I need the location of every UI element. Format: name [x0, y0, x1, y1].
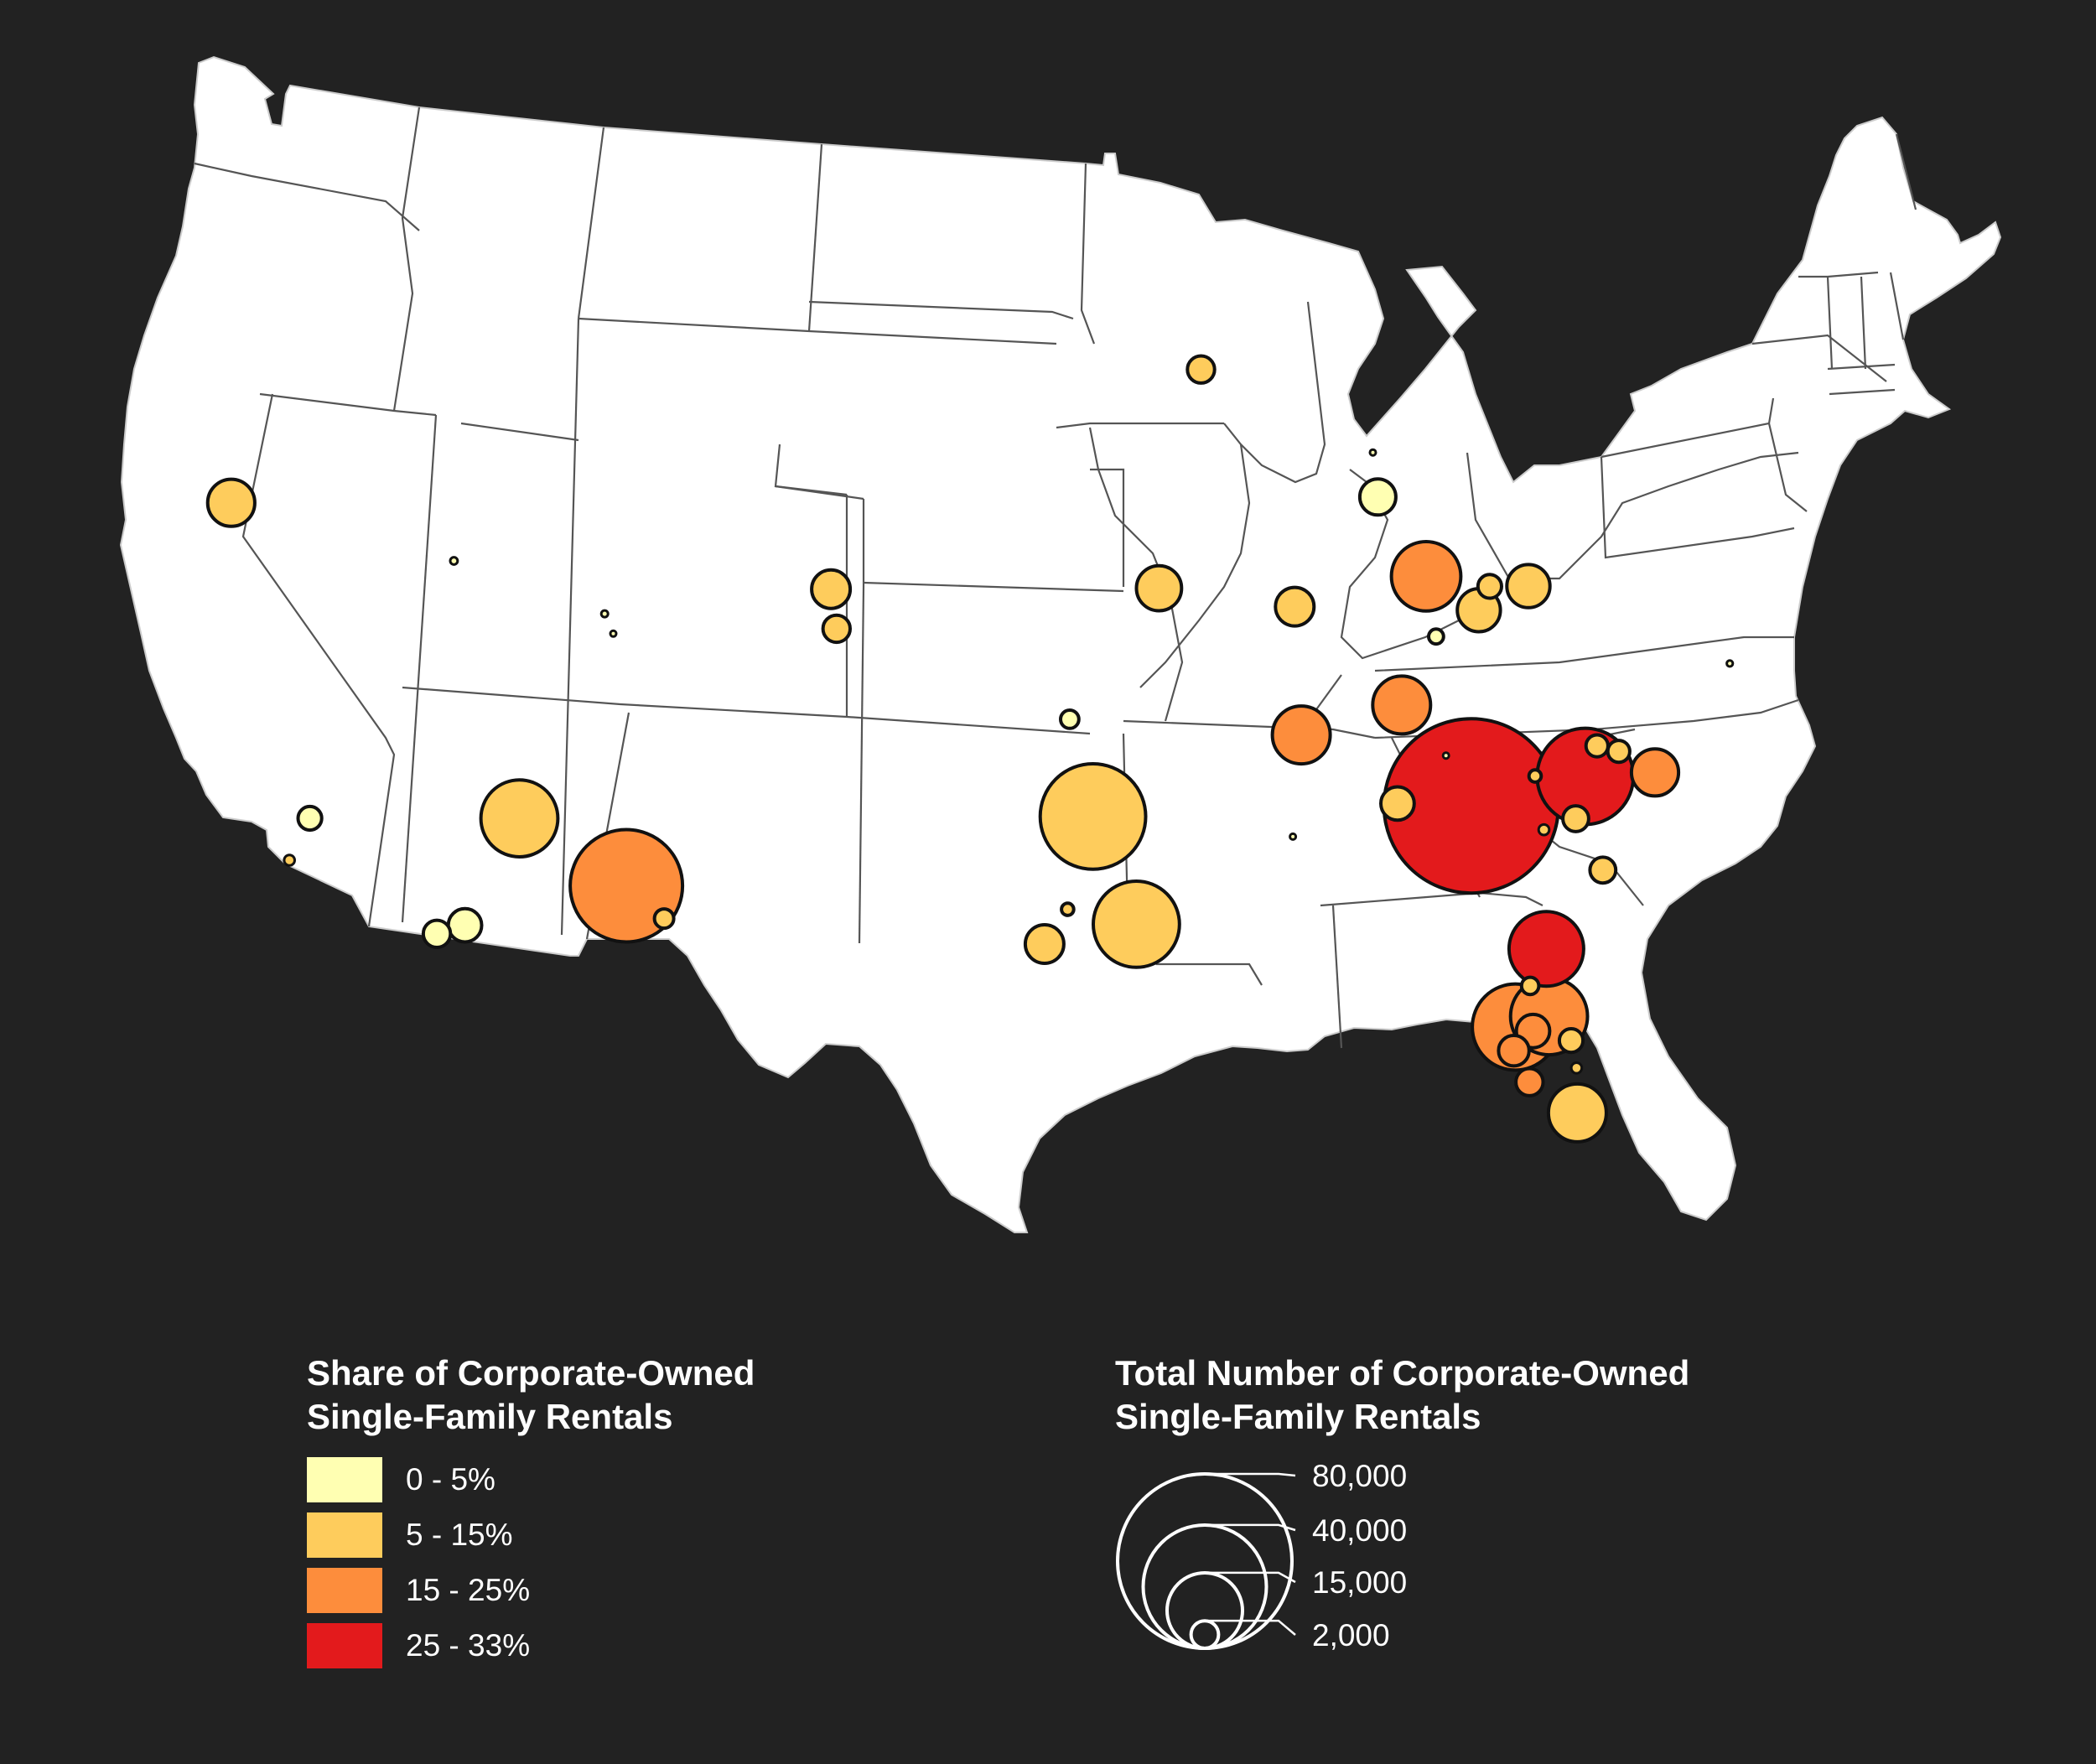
metro-marker-charleston: [1588, 855, 1618, 885]
metro-marker-sarasota: [1497, 1034, 1531, 1068]
metro-marker-port-st-lucie: [1569, 1061, 1584, 1075]
size-legend-title-line1: Total Number of Corporate-Owned: [1115, 1353, 1690, 1393]
size-legend-leader-15000: [1205, 1571, 1296, 1584]
metro-marker-greenville: [1527, 768, 1543, 784]
metro-markers: [205, 354, 1735, 1144]
size-legend-leader-80000: [1205, 1472, 1296, 1477]
share-swatch-25-33: [307, 1623, 382, 1668]
metro-marker-indianapolis: [1389, 540, 1463, 613]
metro-marker-san-francisco: [283, 853, 297, 867]
metro-marker-memphis: [1270, 704, 1332, 766]
metro-marker-jackson: [1289, 832, 1298, 841]
metro-marker-dayton: [1476, 573, 1504, 600]
metro-marker-st-louis: [1274, 585, 1316, 628]
metro-marker-nashville: [1371, 674, 1433, 736]
share-label-15-25: 15 - 25%: [406, 1573, 531, 1607]
metro-marker-boise: [449, 556, 459, 566]
size-legend-leader-2000: [1205, 1619, 1296, 1636]
share-legend-item: 0 - 5%: [307, 1457, 495, 1502]
share-legend-item: 25 - 33%: [307, 1623, 530, 1668]
metro-marker-raleigh: [1629, 747, 1681, 798]
metro-marker-denver: [810, 568, 853, 610]
metro-marker-greensboro: [1606, 739, 1632, 765]
metro-marker-miami: [1546, 1082, 1608, 1144]
metro-marker-dallas: [1038, 762, 1148, 871]
state-boundaries: [194, 106, 1917, 1049]
size-legend-label-15000: 15,000: [1312, 1565, 1407, 1600]
share-legend-title-line1: Share of Corporate-Owned: [307, 1353, 755, 1393]
size-legend-graphic: 80,000 40,000 15,000 2,000: [1116, 1459, 1407, 1652]
metro-marker-winston-salem: [1584, 733, 1610, 759]
metro-marker-baltimore: [1725, 659, 1735, 668]
metro-marker-kansas-city: [1134, 563, 1184, 613]
metro-marker-austin: [1060, 901, 1076, 917]
metro-marker-palm-bay: [1557, 1027, 1585, 1055]
metro-marker-colorado-springs: [821, 613, 852, 645]
metro-marker-los-angeles: [421, 918, 453, 950]
metro-marker-chattanooga: [1441, 751, 1450, 760]
metro-marker-milwaukee: [1368, 448, 1377, 457]
metro-marker-riverside: [446, 906, 484, 944]
share-label-25-33: 25 - 33%: [406, 1628, 531, 1663]
size-legend-label-80000: 80,000: [1312, 1459, 1407, 1493]
metro-marker-sacramento: [296, 804, 324, 833]
metro-marker-minneapolis: [1185, 354, 1217, 385]
size-legend-leader-40000: [1205, 1523, 1296, 1532]
metro-marker-oklahoma-city: [1059, 708, 1081, 730]
metro-marker-salt-lake-city: [599, 609, 610, 619]
size-legend-title: Total Number of Corporate-Owned Single-F…: [1115, 1352, 1689, 1439]
share-swatch-15-25: [307, 1568, 382, 1613]
metro-marker-seattle: [205, 477, 257, 528]
metro-marker-provo: [609, 629, 618, 638]
metro-marker-jacksonville: [1507, 910, 1585, 988]
metro-marker-augusta: [1537, 822, 1551, 837]
metro-marker-columbia: [1561, 804, 1590, 833]
metro-marker-san-antonio: [1023, 923, 1066, 965]
share-legend-item: 15 - 25%: [307, 1568, 530, 1613]
metro-marker-louisville: [1427, 627, 1445, 646]
share-swatch-0-5: [307, 1457, 382, 1502]
size-legend-label-40000: 40,000: [1312, 1513, 1407, 1548]
share-swatch-5-15: [307, 1512, 382, 1558]
metro-marker-columbus: [1505, 563, 1552, 610]
metro-marker-ocala: [1519, 975, 1541, 997]
size-legend-label-2000: 2,000: [1312, 1618, 1390, 1652]
share-legend-title: Share of Corporate-Owned Single-Family R…: [307, 1352, 755, 1439]
size-legend-title-line2: Single-Family Rentals: [1115, 1397, 1481, 1436]
metro-marker-las-vegas: [479, 778, 560, 859]
metro-marker-cape-coral: [1514, 1066, 1545, 1097]
metro-marker-chicago: [1357, 477, 1398, 517]
share-legend-item: 5 - 15%: [307, 1512, 513, 1558]
share-label-0-5: 0 - 5%: [406, 1462, 495, 1497]
metro-marker-tucson: [652, 907, 676, 931]
share-label-5-15: 5 - 15%: [406, 1518, 513, 1552]
share-legend-title-line2: Single-Family Rentals: [307, 1397, 673, 1436]
metro-marker-birmingham: [1379, 785, 1416, 822]
metro-marker-houston: [1092, 879, 1181, 969]
